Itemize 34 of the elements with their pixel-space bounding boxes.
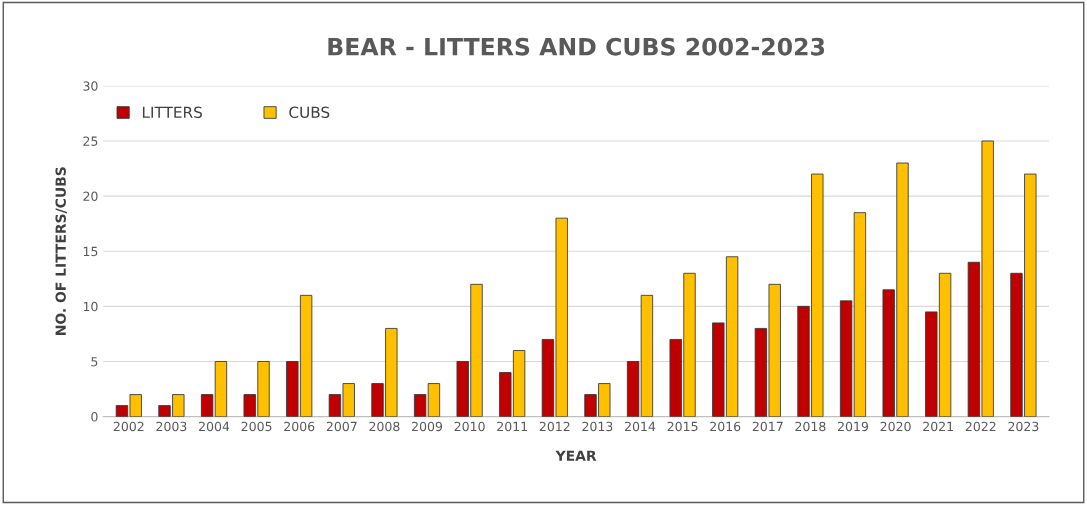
x-tick-label: 2004 xyxy=(199,421,230,432)
x-tick-label: 2003 xyxy=(156,421,187,432)
x-tick-label: 2019 xyxy=(838,421,869,432)
x-tick-label: 2010 xyxy=(454,421,485,432)
y-tick-label: 20 xyxy=(83,191,98,202)
x-axis-title: YEAR xyxy=(555,450,597,461)
x-tick-label: 2015 xyxy=(667,421,698,432)
x-tick-label: 2018 xyxy=(795,421,826,432)
x-tick-label: 2022 xyxy=(965,421,996,432)
x-tick-label: 2016 xyxy=(710,421,741,432)
x-tick-label: 2023 xyxy=(1008,421,1039,432)
x-tick-label: 2005 xyxy=(241,421,272,432)
y-tick-label: 15 xyxy=(83,246,98,257)
x-tick-label: 2020 xyxy=(880,421,911,432)
x-tick-label: 2012 xyxy=(539,421,570,432)
y-tick-label: 5 xyxy=(91,357,98,367)
x-tick-label: 2014 xyxy=(625,421,656,432)
y-axis-title: NO. OF LITTERS/CUBS xyxy=(55,167,68,335)
x-tick-label: 2008 xyxy=(369,421,400,432)
chart-title: BEAR - LITTERS AND CUBS 2002-2023 xyxy=(328,37,825,56)
x-tick-label: 2011 xyxy=(497,421,527,432)
y-tick-label: 25 xyxy=(83,136,98,146)
x-tick-label: 2009 xyxy=(412,421,443,432)
x-tick-label: 2017 xyxy=(752,421,783,432)
x-tick-label: 2021 xyxy=(923,421,953,432)
legend-label: LITTERS xyxy=(142,106,202,119)
x-tick-label: 2002 xyxy=(113,421,144,432)
x-tick-label: 2006 xyxy=(284,421,315,432)
y-tick-label: 10 xyxy=(83,301,98,312)
legend-label: CUBS xyxy=(289,106,330,119)
y-tick-label: 0 xyxy=(91,412,98,422)
y-tick-label: 30 xyxy=(83,81,98,91)
x-tick-label: 2013 xyxy=(582,421,613,432)
x-tick-label: 2007 xyxy=(326,421,357,432)
